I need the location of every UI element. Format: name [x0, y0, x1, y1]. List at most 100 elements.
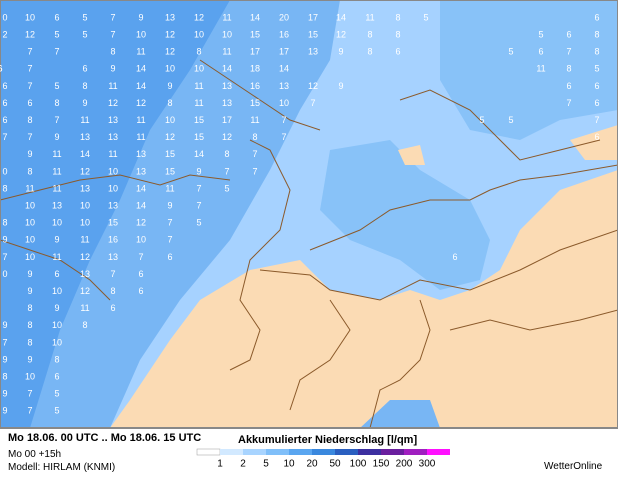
scale-label: 300: [419, 459, 436, 470]
grid-value: 5: [82, 12, 87, 22]
grid-value: 6: [110, 303, 115, 313]
grid-value: 6: [82, 64, 87, 74]
grid-value: 6: [594, 132, 599, 142]
grid-value: 10: [80, 218, 90, 228]
grid-value: 7: [196, 200, 201, 210]
grid-value: 8: [224, 149, 229, 159]
grid-value: 8: [27, 166, 32, 176]
grid-value: 7: [2, 337, 7, 347]
grid-value: 11: [136, 115, 145, 125]
grid-value: 11: [52, 183, 61, 193]
grid-value: 12: [80, 286, 90, 296]
legend-title: Akkumulierter Niederschlag [l/qm]: [238, 434, 418, 446]
border: [399, 89, 601, 161]
map: 0 10 6 5 7 9 13 12 11 14 20 17 14 11 8 5 6 2 12 5 5 7 10 12 10 10…: [0, 0, 618, 428]
dry-land: [110, 170, 618, 428]
grid-value: 6: [2, 81, 7, 91]
grid-value: 15: [194, 115, 204, 125]
grid-value: 11: [194, 81, 203, 91]
grid-value: 8: [27, 115, 32, 125]
coast: [199, 59, 321, 131]
grid-value: 11: [108, 149, 117, 159]
grid-value: 7: [27, 64, 32, 74]
grid-value: 9: [2, 235, 7, 245]
border: [449, 309, 618, 331]
brand: WetterOnline: [544, 461, 603, 472]
grid-value: 6: [594, 12, 599, 22]
grid-value: 14: [136, 183, 146, 193]
border: [369, 299, 431, 428]
grid-value: 18: [250, 64, 260, 74]
grid-value: 6: [594, 98, 599, 108]
scale-label: 2: [240, 459, 246, 470]
grid-value: 15: [108, 218, 118, 228]
grid-value: 10: [52, 218, 62, 228]
grid-value: 9: [167, 81, 172, 91]
grid-value: 8: [27, 303, 32, 313]
grid-value: 7: [110, 29, 115, 39]
grid-value: 8: [27, 337, 32, 347]
grid-value: 9: [338, 81, 343, 91]
grid-value: 8: [82, 81, 87, 91]
grid-value: 12: [80, 252, 90, 262]
grid-value: 6: [566, 29, 571, 39]
grid-value: 11: [250, 115, 259, 125]
grid-value: 11: [136, 47, 145, 57]
grid-value: 10: [25, 235, 35, 245]
grid-value: 7: [110, 12, 115, 22]
grid-value: 8: [2, 183, 7, 193]
grid-value: 13: [308, 47, 318, 57]
grid-value: 9: [2, 354, 7, 364]
grid-value: 7: [281, 132, 286, 142]
grid-value: 7: [54, 47, 59, 57]
grid-value: 6: [54, 269, 59, 279]
grid-value: 15: [165, 149, 175, 159]
grid-value: 10: [80, 200, 90, 210]
grid-value: 15: [194, 132, 204, 142]
border: [309, 164, 618, 251]
grid-value: 5: [54, 81, 59, 91]
grid-value: 9: [27, 149, 32, 159]
grid-value: 8: [594, 47, 599, 57]
grid-value: 5: [54, 406, 59, 416]
grid-value: 8: [27, 320, 32, 330]
grid-value: 8: [196, 47, 201, 57]
grid-value: 10: [25, 252, 35, 262]
grid-value: 15: [250, 98, 260, 108]
grid-value: 8: [395, 12, 400, 22]
grid-value: 10: [108, 166, 118, 176]
grid-value: 13: [80, 132, 90, 142]
grid-value: 8: [367, 47, 372, 57]
grid-value: 12: [308, 81, 318, 91]
grid-value: 10: [25, 200, 35, 210]
grid-values: 0 10 6 5 7 9 13 12 11 14 20 17 14 11 8 5 6 2 12 5 5 7 10 12 10 10…: [0, 12, 600, 415]
grid-value: 7: [54, 115, 59, 125]
grid-value: 10: [279, 98, 289, 108]
grid-value: 11: [365, 12, 374, 22]
grid-value: 5: [479, 115, 484, 125]
grid-value: 12: [222, 132, 232, 142]
grid-value: 5: [54, 389, 59, 399]
grid-value: 10: [136, 29, 146, 39]
grid-value: 10: [52, 337, 62, 347]
grid-value: 7: [2, 252, 7, 262]
grid-value: 5: [423, 12, 428, 22]
grid-value: 15: [165, 166, 175, 176]
grid-value: 8: [566, 64, 571, 74]
grid-value: 0: [2, 166, 7, 176]
grid-value: 10: [194, 64, 204, 74]
grid-value: 13: [136, 166, 146, 176]
grid-value: 16: [279, 29, 289, 39]
period: Mo 18.06. 00 UTC .. Mo 18.06. 15 UTC: [8, 432, 202, 444]
grid-value: 17: [250, 47, 260, 57]
grid-value: 13: [108, 252, 118, 262]
grid-value: 5: [594, 64, 599, 74]
grid-value: 6: [452, 252, 457, 262]
grid-value: 8: [110, 286, 115, 296]
grid-value: 8: [594, 29, 599, 39]
grid-value: 13: [222, 98, 232, 108]
grid-value: 17: [308, 12, 318, 22]
grid-value: 10: [25, 12, 35, 22]
grid-value: 11: [165, 183, 174, 193]
rain-band: [320, 140, 490, 290]
